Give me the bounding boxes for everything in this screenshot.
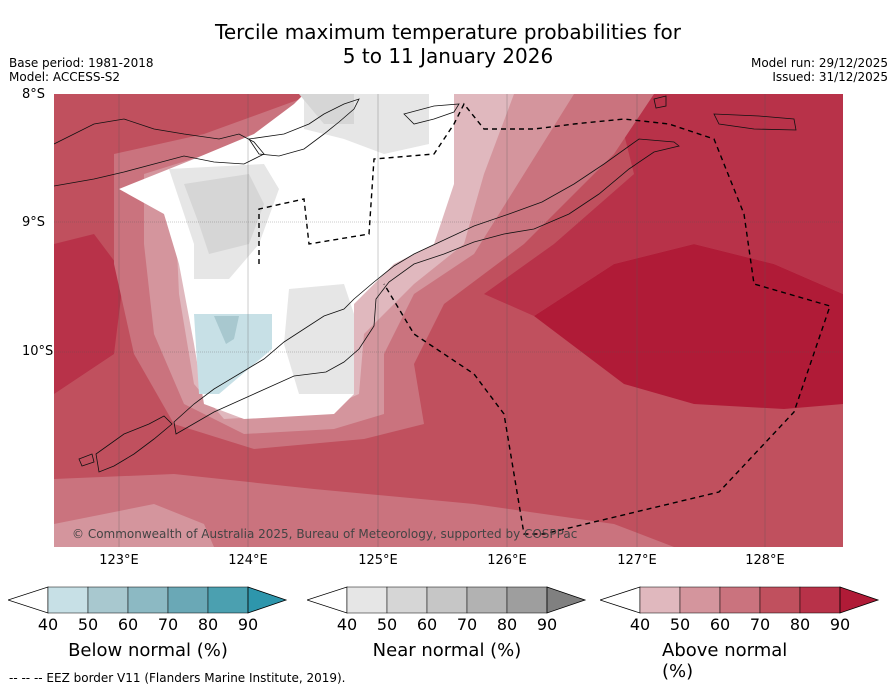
meta-left: Base period: 1981-2018 Model: ACCESS-S2 <box>9 56 154 84</box>
lat-label-8s: 8°S <box>22 87 46 102</box>
map-band-below-50 <box>214 316 239 344</box>
map-title: Tercile maximum temperature probabilitie… <box>0 20 896 68</box>
map-band-below-40 <box>194 314 272 394</box>
colorbar-above-bin-60 <box>719 586 761 614</box>
colorbar-below-arrow-low <box>8 586 49 614</box>
coastline-ndao <box>78 453 95 467</box>
colorbar-near-bin-50 <box>386 586 428 614</box>
coastline-atauro <box>403 103 460 125</box>
colorbar-near-bin-60 <box>426 586 468 614</box>
colorbar-near-label: Near normal (%) <box>372 640 522 661</box>
coastline-islet-north <box>653 95 667 109</box>
colorbar-below-tick: 40 <box>37 615 59 634</box>
graticule <box>54 94 843 547</box>
colorbar-above-tick: 90 <box>829 615 851 634</box>
map-band-above-90-east <box>534 244 843 409</box>
coastline-rote <box>95 415 173 473</box>
colorbar-below-bin-70 <box>167 586 209 614</box>
coastline-timor <box>173 138 680 435</box>
colorbar-above-tick: 60 <box>709 615 731 634</box>
colorbar-below-bin-40 <box>47 586 89 614</box>
colorbar-above-bin-40 <box>639 586 681 614</box>
colorbar-above-tick: 40 <box>629 615 651 634</box>
colorbar-below-tick: 70 <box>157 615 179 634</box>
colorbar-below-tick: 50 <box>77 615 99 634</box>
colorbar-above-bin-70 <box>759 586 801 614</box>
colorbar-below-bin-50 <box>87 586 129 614</box>
colorbar-near <box>307 586 587 614</box>
coastlines <box>54 95 797 473</box>
colorbar-near-tick: 70 <box>456 615 478 634</box>
copyright-notice: © Commonwealth of Australia 2025, Bureau… <box>72 527 577 541</box>
model-run: Model run: 29/12/2025 <box>750 56 888 70</box>
lon-label-128e: 128°E <box>745 553 785 568</box>
colorbar-near-arrow-high <box>546 586 587 614</box>
map-band-above-80-north <box>484 94 843 316</box>
map-band-near-40-south <box>284 284 354 394</box>
colorbar-near-arrow-low <box>307 586 348 614</box>
colorbar-above-arrow-low <box>600 586 641 614</box>
map-band-above-50-southwest <box>54 504 214 547</box>
model-name: Model: ACCESS-S2 <box>9 70 121 84</box>
title-line-2: 5 to 11 January 2026 <box>342 44 554 68</box>
issued-date: Issued: 31/12/2025 <box>772 70 888 84</box>
meta-right: Model run: 29/12/2025 Issued: 31/12/2025 <box>751 56 888 84</box>
colorbar-near-tick: 90 <box>536 615 558 634</box>
colorbar-near-tick: 40 <box>336 615 358 634</box>
map-band-near-50-west <box>184 174 264 254</box>
coastline-flores-alor <box>54 118 265 187</box>
lon-label-127e: 127°E <box>617 553 657 568</box>
lon-label-124e: 124°E <box>228 553 268 568</box>
title-line-1: Tercile maximum temperature probabilitie… <box>215 20 681 44</box>
colorbar-near-bin-70 <box>466 586 508 614</box>
lon-label-126e: 126°E <box>487 553 527 568</box>
map-band-above-60-south <box>54 474 674 547</box>
lat-label-9s: 9°S <box>22 215 46 230</box>
colorbar-above-tick: 70 <box>749 615 771 634</box>
lon-label-125e: 125°E <box>358 553 398 568</box>
lat-label-10s: 10°S <box>22 344 54 359</box>
eez-footnote: -- -- -- EEZ border V11 (Flanders Marine… <box>9 671 346 685</box>
lon-label-123e: 123°E <box>99 553 139 568</box>
colorbar-near-tick: 80 <box>496 615 518 634</box>
map-band-above-80-west <box>54 234 124 394</box>
colorbar-below-tick: 60 <box>117 615 139 634</box>
base-period: Base period: 1981-2018 <box>9 56 154 70</box>
colorbar-above <box>600 586 880 614</box>
colorbar-below-label: Below normal (%) <box>68 640 228 661</box>
colorbar-near-bin-80 <box>506 586 548 614</box>
colorbar-below-bin-60 <box>127 586 169 614</box>
colorbar-above-bin-50 <box>679 586 721 614</box>
colorbar-near-tick: 60 <box>416 615 438 634</box>
colorbar-above-label: Above normal (%) <box>662 640 788 682</box>
colorbar-above-tick: 50 <box>669 615 691 634</box>
colorbar-below <box>8 586 288 614</box>
coastline-wetar <box>713 113 797 131</box>
colorbar-near-bin-40 <box>346 586 388 614</box>
colorbar-above-tick: 80 <box>789 615 811 634</box>
colorbar-below-arrow-high <box>247 586 288 614</box>
map-band-near-50-north <box>299 94 354 124</box>
colorbar-near-tick: 50 <box>376 615 398 634</box>
probability-map: © Commonwealth of Australia 2025, Bureau… <box>54 94 843 547</box>
colorbar-above-arrow-high <box>839 586 880 614</box>
colorbar-below-tick: 80 <box>197 615 219 634</box>
colorbar-above-bin-80 <box>799 586 841 614</box>
colorbar-below-bin-80 <box>207 586 249 614</box>
colorbar-below-tick: 90 <box>237 615 259 634</box>
coastline-pantar <box>248 98 360 157</box>
